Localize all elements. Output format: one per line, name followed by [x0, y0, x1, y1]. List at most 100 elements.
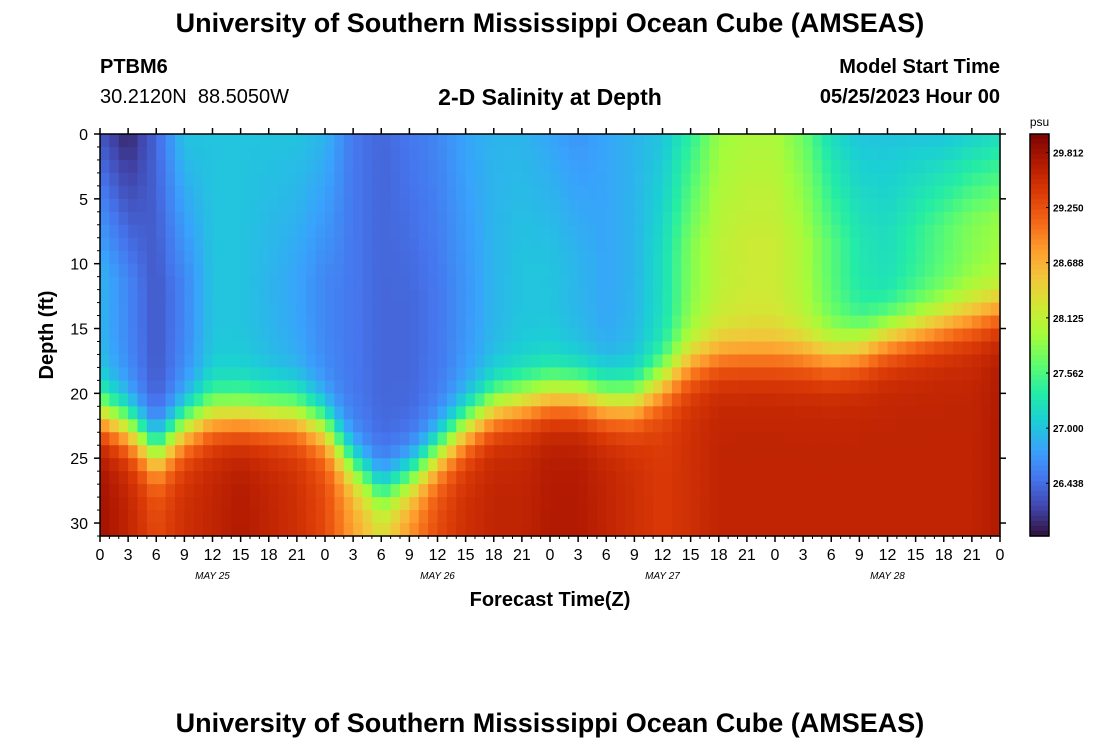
heatmap-cell — [803, 224, 814, 239]
heatmap-cell — [287, 380, 298, 394]
heatmap-cell — [456, 445, 467, 459]
heatmap-cell — [428, 224, 439, 239]
heatmap-cell — [268, 497, 279, 511]
heatmap-cell — [812, 510, 823, 524]
heatmap-cell — [334, 185, 345, 200]
heatmap-cell — [231, 134, 242, 148]
heatmap-cell — [728, 198, 739, 213]
heatmap-cell — [859, 523, 870, 537]
heatmap-cell — [493, 146, 504, 161]
heatmap-cell — [353, 315, 364, 330]
heatmap-cell — [850, 134, 860, 148]
heatmap-cell — [840, 198, 851, 213]
heatmap-cell — [550, 523, 560, 537]
heatmap-cell — [615, 523, 626, 537]
heatmap-cell — [681, 276, 692, 291]
heatmap-cell — [456, 393, 467, 407]
heatmap-cell — [943, 211, 954, 226]
heatmap-cell — [146, 224, 157, 239]
heatmap-cell — [315, 276, 326, 291]
heatmap-cell — [250, 484, 260, 498]
heatmap-cell — [184, 172, 195, 187]
heatmap-cell — [559, 367, 570, 381]
heatmap-cell — [475, 185, 485, 200]
heatmap-cell — [400, 471, 410, 485]
heatmap-cell — [746, 315, 757, 330]
heatmap-cell — [887, 471, 898, 485]
date-label: MAY 27 — [645, 571, 680, 582]
heatmap-cell — [165, 432, 176, 446]
heatmap-cell — [625, 497, 635, 511]
heatmap-cell — [531, 484, 542, 498]
heatmap-cell — [662, 263, 673, 278]
heatmap-cell — [137, 185, 148, 200]
heatmap-cell — [259, 250, 270, 265]
heatmap-cell — [821, 393, 832, 407]
heatmap-cell — [503, 159, 514, 174]
heatmap-cell — [606, 185, 617, 200]
heatmap-cell — [409, 510, 420, 524]
heatmap-cell — [334, 328, 345, 343]
heatmap-cell — [634, 510, 645, 524]
heatmap-cell — [990, 367, 1001, 381]
heatmap-cell — [653, 354, 664, 369]
heatmap-cell — [915, 445, 926, 459]
heatmap-cell — [718, 250, 729, 265]
heatmap-cell — [578, 367, 589, 381]
heatmap-cell — [334, 211, 345, 226]
heatmap-cell — [925, 250, 935, 265]
heatmap-cell — [643, 484, 654, 498]
colorbar-segment — [1030, 420, 1049, 427]
heatmap-cell — [296, 445, 307, 459]
heatmap-cell — [118, 510, 129, 524]
heatmap-cell — [709, 276, 720, 291]
heatmap-cell — [953, 146, 964, 161]
heatmap-cell — [193, 250, 204, 265]
heatmap-cell — [981, 289, 992, 304]
heatmap-cell — [493, 432, 504, 446]
heatmap-cell — [531, 302, 542, 317]
x-tick-label: 6 — [377, 547, 386, 564]
heatmap-cell — [643, 159, 654, 174]
heatmap-cell — [193, 211, 204, 226]
heatmap-cell — [100, 172, 110, 187]
heatmap-cell — [671, 367, 682, 381]
heatmap-cell — [353, 497, 364, 511]
heatmap-cell — [259, 432, 270, 446]
heatmap-cell — [746, 484, 757, 498]
heatmap-cell — [231, 406, 242, 420]
heatmap-cell — [681, 497, 692, 511]
heatmap-cell — [915, 198, 926, 213]
heatmap-cell — [156, 172, 167, 187]
heatmap-cell — [821, 471, 832, 485]
heatmap-cell — [146, 211, 157, 226]
heatmap-cell — [831, 315, 842, 330]
heatmap-cell — [353, 328, 364, 343]
heatmap-cell — [615, 289, 626, 304]
heatmap-cell — [484, 354, 495, 369]
heatmap-cell — [784, 315, 795, 330]
heatmap-cell — [728, 237, 739, 252]
heatmap-cell — [109, 354, 120, 369]
heatmap-cell — [587, 380, 598, 394]
heatmap-cell — [109, 419, 120, 433]
heatmap-cell — [484, 445, 495, 459]
heatmap-cell — [381, 146, 392, 161]
heatmap-cell — [671, 159, 682, 174]
heatmap-cell — [756, 198, 767, 213]
heatmap-cell — [700, 523, 710, 537]
heatmap-cell — [371, 497, 382, 511]
heatmap-cell — [737, 159, 748, 174]
heatmap-cell — [146, 419, 157, 433]
heatmap-cell — [390, 497, 401, 511]
heatmap-cell — [118, 432, 129, 446]
heatmap-cell — [156, 315, 167, 330]
heatmap-cell — [896, 419, 907, 433]
heatmap-cell — [550, 315, 560, 330]
heatmap-cell — [184, 354, 195, 369]
heatmap-cell — [287, 302, 298, 317]
heatmap-cell — [315, 497, 326, 511]
heatmap-cell — [634, 185, 645, 200]
heatmap-cell — [240, 419, 251, 433]
heatmap-cell — [915, 419, 926, 433]
